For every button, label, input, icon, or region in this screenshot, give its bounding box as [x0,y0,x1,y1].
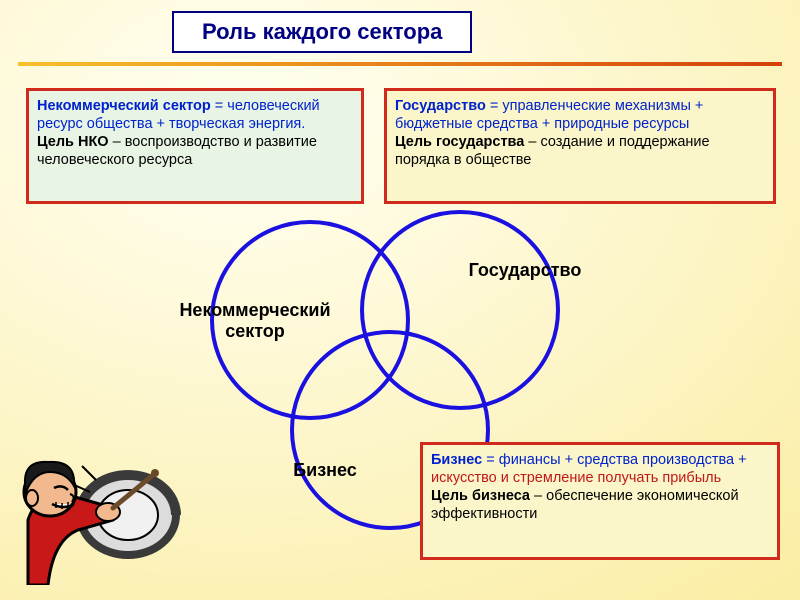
box-nonprofit-title: Некоммерческий сектор [37,98,211,114]
venn-label-nonprofit: Некоммерческий сектор [160,300,350,342]
box-biz-title: Бизнес [431,452,482,468]
venn-label-government: Государство [450,260,600,281]
box-biz-goal-label: Цель бизнеса [431,488,530,504]
box-nonprofit-goal-label: Цель НКО [37,134,109,150]
title-underline [18,62,782,66]
box-biz-line1a: = финансы + средства производства + [482,452,746,468]
cartoon-drummer-svg [18,420,188,585]
box-nonprofit-eq: = [211,98,228,114]
venn-label-nonprofit-line2: сектор [225,321,285,341]
title-box: Роль каждого сектора [172,11,472,53]
cartoon-drummer [18,420,188,585]
title-text: Роль каждого сектора [202,19,442,44]
box-government: Государство = управленческие механизмы +… [384,88,776,204]
venn-label-nonprofit-line1: Некоммерческий [179,300,330,320]
venn-label-business: Бизнес [275,460,375,481]
box-biz-line1b: искусство и стремление получать прибыль [431,470,721,486]
box-nonprofit: Некоммерческий сектор = человеческий рес… [26,88,364,204]
box-business: Бизнес = финансы + средства производства… [420,442,780,560]
box-gov-goal-label: Цель государства [395,134,524,150]
box-gov-title: Государство [395,98,486,114]
